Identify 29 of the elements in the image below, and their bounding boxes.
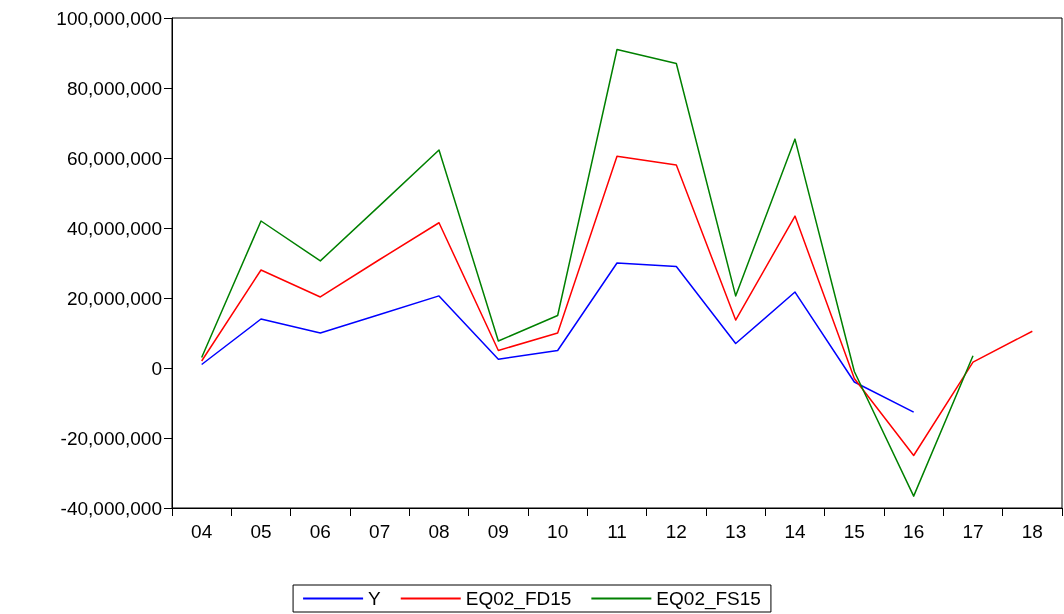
x-tick-label: 14 xyxy=(784,521,806,542)
x-tick-label: 05 xyxy=(250,521,272,542)
legend-label: EQ02_FS15 xyxy=(656,588,761,610)
x-tick-label: 17 xyxy=(962,521,984,542)
y-tick-label: 80,000,000 xyxy=(66,77,162,99)
x-tick-label: 12 xyxy=(665,521,687,542)
line-series xyxy=(200,48,974,497)
x-tick-label: 07 xyxy=(369,521,391,542)
x-tick-label: 09 xyxy=(487,521,509,542)
x-tick-label: 13 xyxy=(725,521,747,542)
y-tick-label: 40,000,000 xyxy=(66,217,162,239)
y-tick-label: 100,000,000 xyxy=(56,7,162,29)
y-tick-label: 0 xyxy=(151,357,162,379)
line-series xyxy=(200,262,915,413)
y-tick-label: 20,000,000 xyxy=(66,287,162,309)
x-tick-label: 18 xyxy=(1021,521,1043,542)
x-tick-label: 06 xyxy=(309,521,331,542)
x-tick-label: 08 xyxy=(428,521,450,542)
legend-label: Y xyxy=(368,588,382,609)
x-tick-label: 11 xyxy=(607,521,627,542)
legend-label: EQ02_FD15 xyxy=(465,588,572,610)
y-tick-label: -40,000,000 xyxy=(60,497,162,519)
x-tick-label: 04 xyxy=(191,521,213,542)
y-tick-label: -20,000,000 xyxy=(60,427,162,449)
x-tick-label: 16 xyxy=(903,521,925,542)
x-tick-label: 15 xyxy=(843,521,865,542)
y-tick-label: 60,000,000 xyxy=(66,147,162,169)
x-tick-label: 10 xyxy=(547,521,569,542)
line-series xyxy=(200,155,1034,457)
